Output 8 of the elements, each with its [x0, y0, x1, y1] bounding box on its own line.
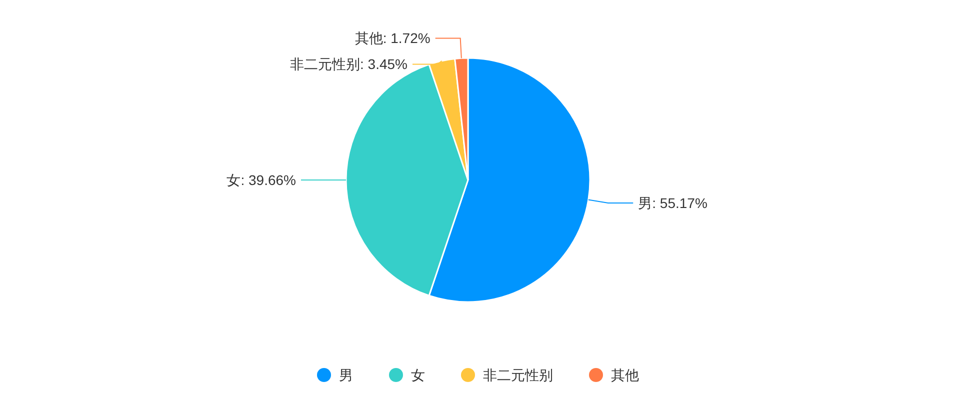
legend-label: 女 [411, 367, 425, 383]
data-label: 女: 39.66% [226, 172, 296, 188]
data-label: 非二元性别: 3.45% [290, 56, 408, 72]
data-label: 男: 55.17% [638, 194, 708, 211]
legend-label: 男 [339, 367, 353, 383]
data-label: 其他: 1.72% [354, 30, 430, 46]
legend-label: 非二元性别 [483, 367, 553, 383]
legend-label: 其他 [611, 367, 639, 383]
